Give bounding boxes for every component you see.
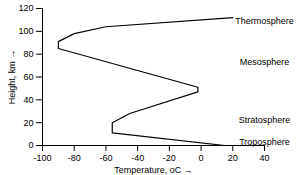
svg-text:20: 20 xyxy=(228,153,238,163)
svg-text:100: 100 xyxy=(18,26,33,36)
svg-text:0: 0 xyxy=(199,153,204,163)
svg-text:Troposphere: Troposphere xyxy=(239,137,290,147)
svg-text:-100: -100 xyxy=(33,153,51,163)
svg-text:60: 60 xyxy=(23,72,33,82)
svg-text:80: 80 xyxy=(23,49,33,59)
svg-text:Mesosphere: Mesosphere xyxy=(240,57,290,67)
svg-text:-20: -20 xyxy=(163,153,176,163)
svg-text:Thermosphere: Thermosphere xyxy=(235,16,294,26)
svg-text:20: 20 xyxy=(23,118,33,128)
svg-text:Temperature, oC →: Temperature, oC → xyxy=(114,165,193,175)
svg-text:Stratosphere: Stratosphere xyxy=(239,115,291,125)
svg-text:-80: -80 xyxy=(68,153,81,163)
svg-text:120: 120 xyxy=(18,3,33,13)
svg-text:40: 40 xyxy=(23,95,33,105)
svg-text:Height, km →: Height, km → xyxy=(7,50,17,105)
svg-text:-60: -60 xyxy=(99,153,112,163)
svg-text:40: 40 xyxy=(259,153,269,163)
svg-text:0: 0 xyxy=(28,140,33,150)
svg-text:-40: -40 xyxy=(131,153,144,163)
